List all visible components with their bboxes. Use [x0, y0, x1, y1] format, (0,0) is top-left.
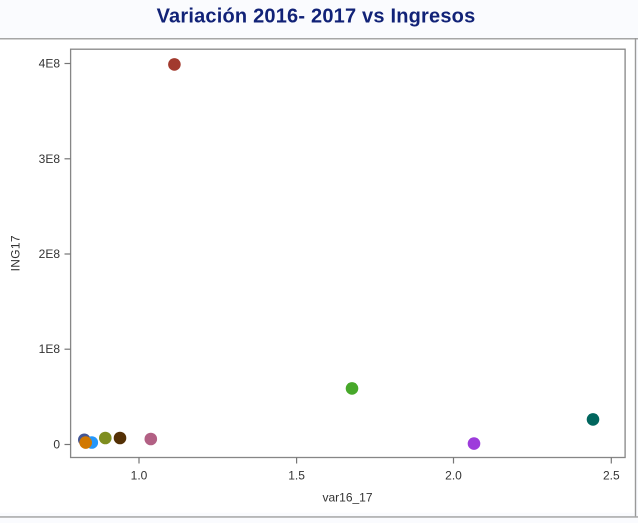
svg-text:3E8: 3E8: [39, 152, 61, 166]
svg-text:1.5: 1.5: [288, 469, 305, 483]
svg-text:2E8: 2E8: [39, 247, 61, 261]
svg-text:2.0: 2.0: [445, 469, 462, 483]
svg-text:1.0: 1.0: [131, 469, 148, 483]
svg-text:0: 0: [53, 438, 60, 452]
svg-text:ING17: ING17: [9, 235, 23, 271]
svg-text:var16_17: var16_17: [322, 491, 372, 505]
svg-text:1E8: 1E8: [39, 342, 61, 356]
svg-text:Variación 2016- 2017 vs Ingres: Variación 2016- 2017 vs Ingresos: [157, 6, 476, 28]
svg-text:2.5: 2.5: [603, 469, 620, 483]
svg-text:4E8: 4E8: [39, 57, 61, 71]
